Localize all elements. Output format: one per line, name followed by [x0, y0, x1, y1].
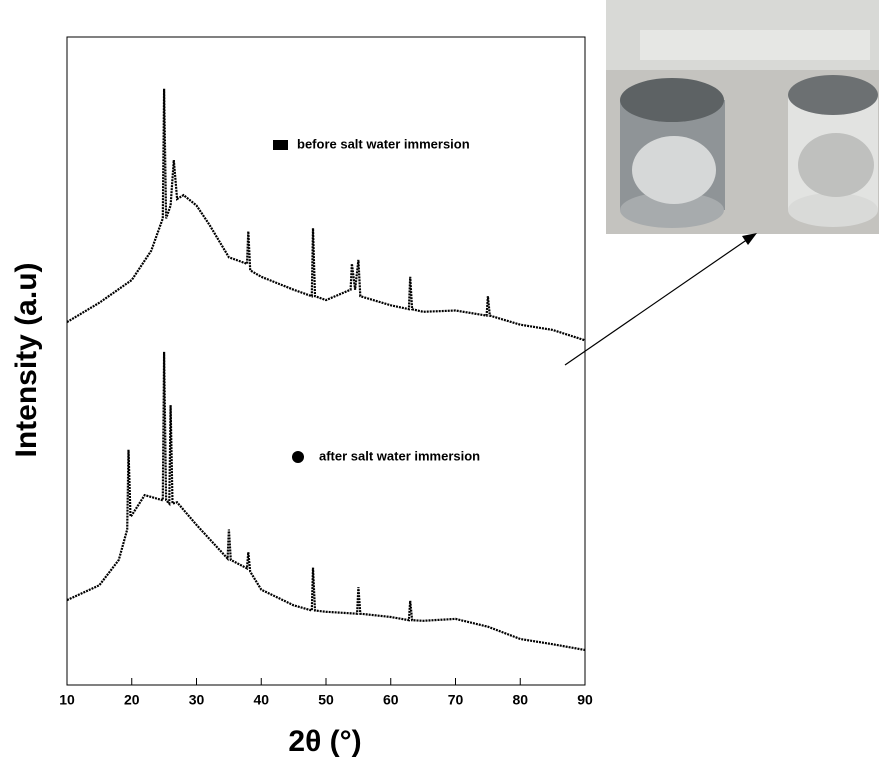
plot-frame — [66, 36, 586, 686]
x-tick-label: 30 — [189, 692, 205, 708]
series-line — [66, 88, 586, 342]
x-axis-label: 2θ (°) — [288, 725, 361, 758]
x-tick-label: 60 — [383, 692, 399, 708]
y-axis-label: Intensity (a.u) — [10, 262, 43, 457]
x-tick-label: 90 — [577, 692, 593, 708]
x-tick-label: 50 — [318, 692, 334, 708]
x-tick-label: 10 — [59, 692, 75, 708]
series-line — [66, 351, 586, 652]
inset-photo — [606, 0, 879, 234]
arrow-head — [742, 233, 757, 245]
x-tick-label: 40 — [253, 692, 269, 708]
legend-marker — [292, 451, 304, 463]
x-tick-label: 70 — [448, 692, 464, 708]
legend-label: before salt water immersion — [297, 136, 470, 151]
arrow — [564, 238, 749, 366]
legend-label: after salt water immersion — [319, 448, 480, 463]
x-tick-label: 80 — [512, 692, 528, 708]
x-tick-label: 20 — [124, 692, 140, 708]
legend-marker — [273, 140, 288, 150]
